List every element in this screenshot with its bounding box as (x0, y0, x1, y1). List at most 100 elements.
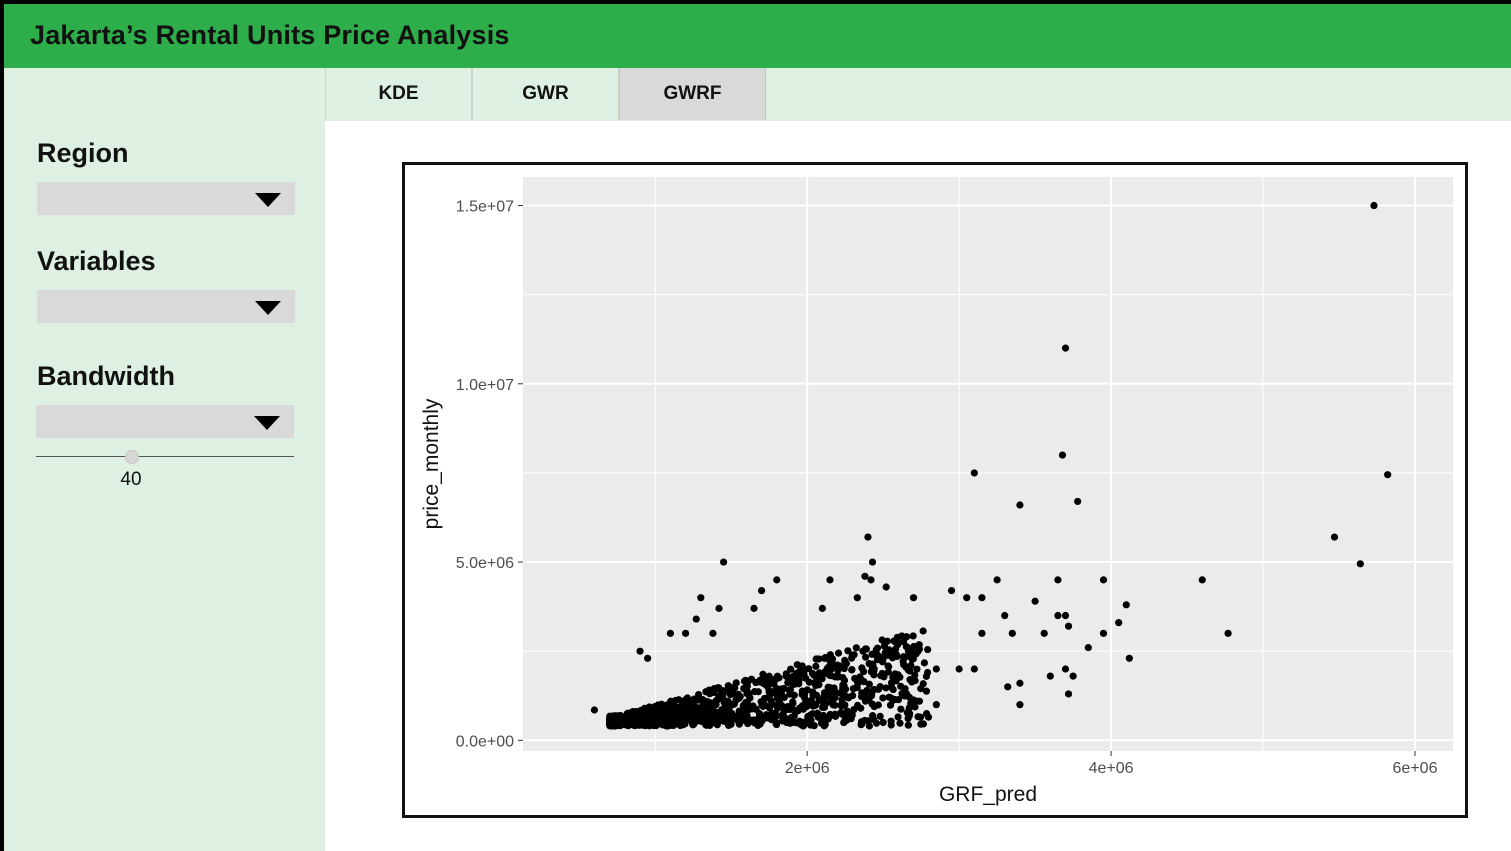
data-point (701, 716, 709, 724)
data-point (732, 696, 740, 704)
data-point (758, 701, 766, 709)
data-point (862, 653, 870, 661)
chevron-down-icon (255, 301, 281, 315)
data-point (1224, 629, 1232, 637)
data-point (762, 681, 770, 689)
data-point (870, 716, 878, 724)
data-point (754, 721, 762, 730)
data-point (897, 705, 905, 713)
data-point (709, 712, 717, 720)
data-point (854, 701, 862, 709)
data-point (694, 690, 703, 699)
tab-kde[interactable]: KDE (325, 68, 472, 120)
plot-panel (523, 177, 1453, 751)
data-point (849, 685, 858, 693)
data-point (906, 667, 914, 675)
region-label: Region (37, 138, 129, 168)
data-point (901, 653, 909, 661)
data-point (821, 653, 829, 662)
y-tick-label: 0.0e+00 (456, 733, 514, 750)
region-select[interactable] (37, 182, 295, 215)
tab-gwrf[interactable]: GWRF (619, 68, 766, 120)
data-point (1054, 576, 1062, 584)
data-point (838, 696, 846, 704)
data-point (839, 673, 847, 682)
data-point (720, 698, 728, 706)
data-point (978, 594, 986, 602)
data-point (1115, 619, 1123, 627)
data-point (740, 684, 748, 693)
y-tick-label: 5.0e+06 (456, 555, 514, 572)
data-point (880, 673, 888, 681)
data-point (1330, 533, 1339, 541)
data-point (735, 720, 743, 728)
data-point (749, 702, 757, 710)
data-point (903, 709, 911, 717)
data-point (606, 717, 614, 725)
tab-gwr[interactable]: GWR (472, 68, 619, 120)
data-point (868, 664, 877, 672)
data-point (618, 716, 626, 725)
data-point (914, 713, 922, 721)
bandwidth-slider-handle[interactable] (125, 450, 139, 464)
data-point (766, 702, 774, 710)
x-axis-title: GRF_pred (939, 783, 1037, 806)
data-point (978, 629, 986, 637)
data-point (642, 709, 650, 717)
variables-label: Variables (37, 246, 156, 276)
data-point (667, 700, 675, 709)
data-point (706, 690, 714, 698)
data-point (970, 469, 978, 477)
data-point (1084, 644, 1092, 652)
scatter-plot-frame: 2e+06 4e+06 6e+06 0.0e+00 5.0e+06 1.0e+07 1.5e… (402, 162, 1468, 818)
data-point (1054, 611, 1062, 620)
data-point (861, 697, 870, 705)
variables-select[interactable] (37, 290, 295, 323)
data-point (947, 586, 956, 595)
data-point (891, 670, 899, 678)
data-point (777, 689, 785, 697)
data-point (675, 696, 683, 704)
data-point (904, 714, 912, 723)
data-point (590, 706, 599, 714)
data-point (876, 683, 884, 691)
data-point (913, 665, 921, 673)
data-point (661, 717, 670, 725)
data-point (807, 716, 815, 724)
data-point (746, 693, 754, 701)
data-point (963, 594, 971, 602)
data-point (1064, 690, 1073, 698)
data-point (868, 558, 877, 566)
data-point (641, 720, 649, 728)
data-point (636, 647, 644, 655)
data-point (789, 675, 797, 683)
data-point (909, 632, 917, 640)
data-point (678, 711, 687, 720)
data-point (870, 702, 878, 711)
data-point (993, 576, 1001, 584)
data-point (840, 664, 848, 673)
data-point (915, 641, 923, 649)
data-point (887, 717, 895, 725)
data-point (789, 698, 797, 706)
data-point (1001, 611, 1009, 620)
data-point (825, 663, 833, 671)
scatter-plot: 2e+06 4e+06 6e+06 0.0e+00 5.0e+06 1.0e+07 1.5e… (420, 177, 1453, 806)
data-point (741, 709, 749, 717)
data-point (909, 696, 918, 704)
data-point (861, 572, 869, 580)
bandwidth-select[interactable] (36, 405, 294, 438)
data-point (839, 689, 847, 698)
x-tick-label: 6e+06 (1393, 760, 1438, 777)
data-point (878, 636, 886, 644)
data-point (808, 701, 816, 709)
data-point (915, 697, 924, 705)
data-point (829, 688, 837, 696)
data-point (678, 701, 687, 710)
data-point (784, 678, 792, 687)
bandwidth-slider-track[interactable] (36, 456, 294, 457)
data-point (923, 668, 932, 677)
data-point (815, 696, 823, 704)
y-axis-title: price_monthly (420, 398, 443, 529)
data-point (865, 722, 873, 730)
